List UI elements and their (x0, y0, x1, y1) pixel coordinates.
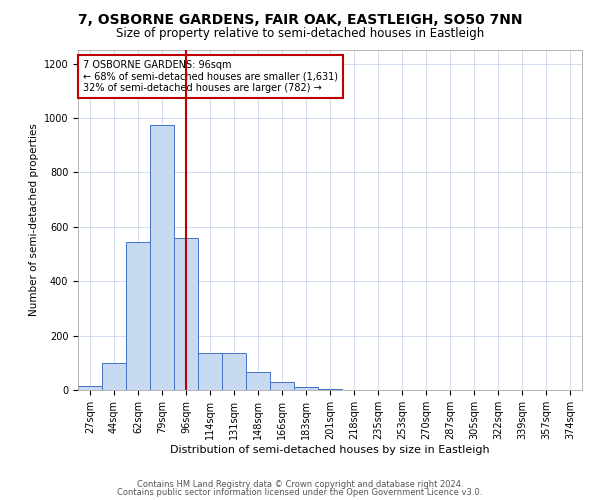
Text: Contains public sector information licensed under the Open Government Licence v3: Contains public sector information licen… (118, 488, 482, 497)
Bar (318, 388, 342, 390)
Text: 7 OSBORNE GARDENS: 96sqm
← 68% of semi-detached houses are smaller (1,631)
32% o: 7 OSBORNE GARDENS: 96sqm ← 68% of semi-d… (83, 60, 338, 94)
Bar (246, 372, 270, 390)
Text: Size of property relative to semi-detached houses in Eastleigh: Size of property relative to semi-detach… (116, 28, 484, 40)
Bar (126, 242, 150, 390)
Bar (150, 125, 174, 390)
Bar (102, 363, 126, 390)
Bar (294, 388, 318, 390)
Text: 7, OSBORNE GARDENS, FAIR OAK, EASTLEIGH, SO50 7NN: 7, OSBORNE GARDENS, FAIR OAK, EASTLEIGH,… (78, 12, 522, 26)
X-axis label: Distribution of semi-detached houses by size in Eastleigh: Distribution of semi-detached houses by … (170, 444, 490, 454)
Bar (270, 382, 294, 390)
Y-axis label: Number of semi-detached properties: Number of semi-detached properties (29, 124, 40, 316)
Text: Contains HM Land Registry data © Crown copyright and database right 2024.: Contains HM Land Registry data © Crown c… (137, 480, 463, 489)
Bar (198, 354, 222, 390)
Bar (174, 238, 198, 390)
Bar (78, 386, 102, 390)
Bar (222, 354, 246, 390)
